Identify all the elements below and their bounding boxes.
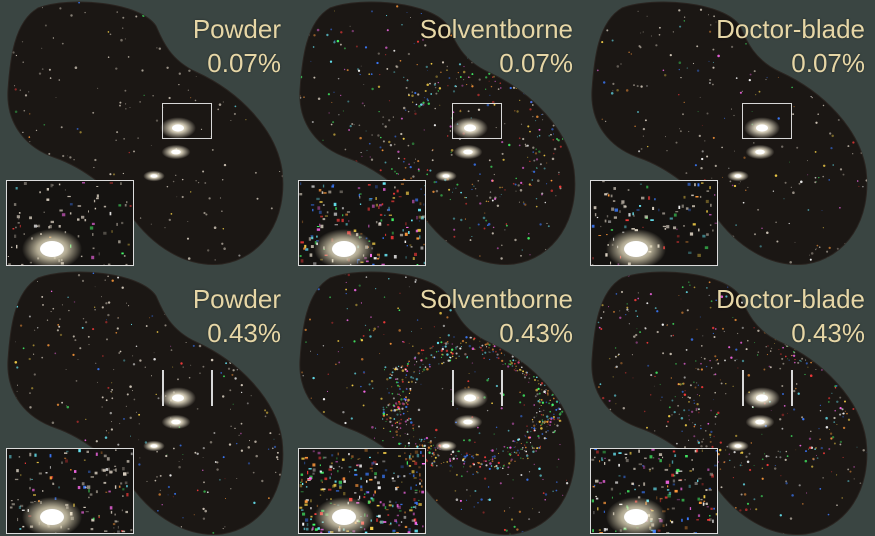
object-silhouette xyxy=(591,271,868,535)
roi-marker-right xyxy=(791,370,793,406)
inset-render xyxy=(591,449,717,533)
roi-marker-right xyxy=(501,370,503,406)
roi-marker-left xyxy=(742,370,744,406)
roi-box xyxy=(452,103,502,139)
zoom-inset xyxy=(298,448,426,534)
zoom-inset xyxy=(6,448,134,534)
roi-box xyxy=(162,103,212,139)
object-silhouette xyxy=(7,271,284,535)
zoom-inset xyxy=(590,448,718,534)
concentration-label: 0.07% xyxy=(499,48,573,78)
panel-doctor-blade-low: Doctor-blade 0.07% xyxy=(584,0,873,266)
material-label: Solventborne xyxy=(419,14,573,44)
inset-render xyxy=(7,182,132,265)
object-silhouette xyxy=(299,271,576,535)
roi-marker-left xyxy=(162,370,164,406)
concentration-label: 0.07% xyxy=(207,48,281,78)
rendered-object xyxy=(7,1,284,265)
object-silhouette xyxy=(591,1,868,265)
concentration-label: 0.43% xyxy=(791,318,865,348)
panel-solventborne-high: Solventborne 0.43% xyxy=(292,270,581,536)
material-label: Powder xyxy=(192,14,281,44)
material-label: Powder xyxy=(192,284,281,314)
zoom-inset xyxy=(590,180,718,266)
panel-powder-low: Powder 0.07% xyxy=(0,0,289,266)
material-label: Solventborne xyxy=(419,284,573,314)
inset-render xyxy=(299,449,425,533)
zoom-inset xyxy=(298,180,426,266)
zoom-inset xyxy=(6,180,134,266)
inset-glitter xyxy=(299,449,425,533)
roi-marker-left xyxy=(452,370,454,406)
glitter-layer xyxy=(301,272,575,535)
inset-render xyxy=(299,182,425,265)
panel-solventborne-low: Solventborne 0.07% xyxy=(292,0,581,266)
roi-box xyxy=(742,103,792,139)
rendered-object xyxy=(299,271,576,535)
panel-doctor-blade-high: Doctor-blade 0.43% xyxy=(584,270,873,536)
concentration-label: 0.07% xyxy=(791,48,865,78)
panel-powder-high: Powder 0.43% xyxy=(0,270,289,536)
roi-marker-right xyxy=(211,370,213,406)
concentration-label: 0.43% xyxy=(207,318,281,348)
inset-render xyxy=(591,181,717,265)
material-label: Doctor-blade xyxy=(716,284,865,314)
material-label: Doctor-blade xyxy=(716,14,865,44)
concentration-label: 0.43% xyxy=(499,318,573,348)
inset-render xyxy=(9,449,133,533)
object-silhouette xyxy=(299,1,576,265)
